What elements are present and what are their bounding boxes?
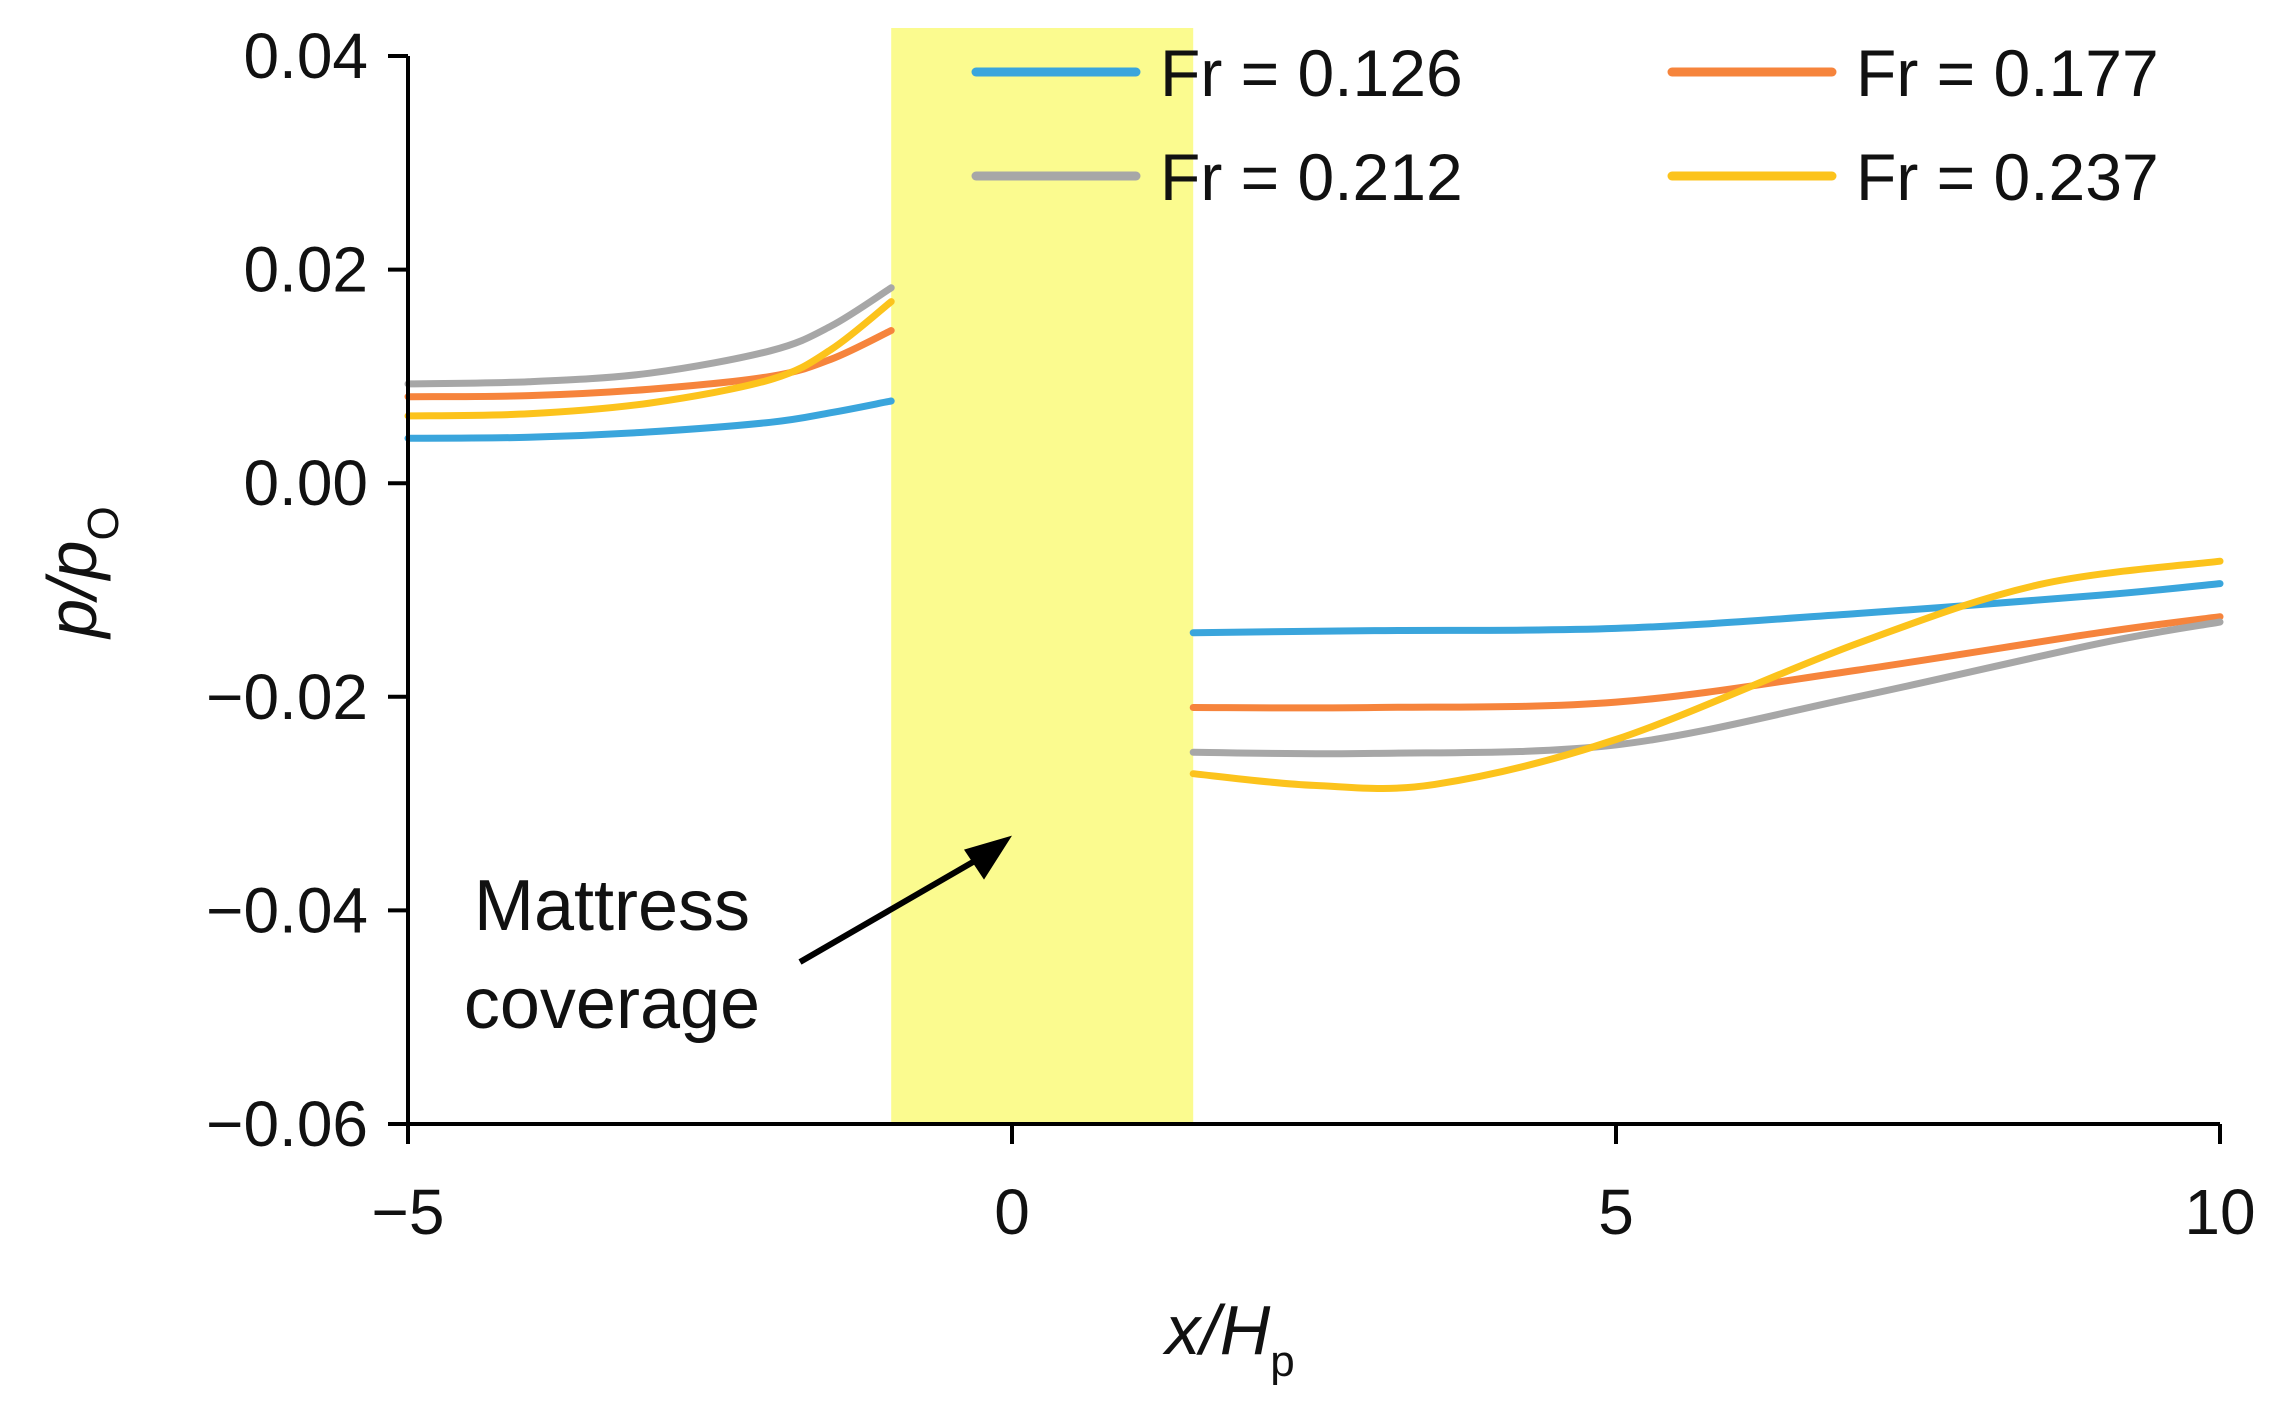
highlight-region-layer bbox=[891, 28, 1194, 1124]
series-line-4-upstream bbox=[404, 298, 895, 420]
series-line-2-downstream bbox=[1189, 613, 2224, 712]
x-tick-label: 5 bbox=[1598, 1176, 1634, 1248]
axis-titles: x/Hp p/pO bbox=[33, 506, 1295, 1386]
y-tick-label: 0.02 bbox=[243, 234, 368, 306]
legend-label-1: Fr = 0.126 bbox=[1160, 36, 1463, 110]
y-tick-label: 0.04 bbox=[243, 20, 368, 92]
series-layer bbox=[404, 284, 2224, 793]
y-tick-label: −0.06 bbox=[206, 1088, 368, 1160]
axes-layer: 0.04 0.02 0.00 −0.02 −0.04 −0.06−5 0 5 10 bbox=[206, 20, 2256, 1248]
legend-label-4: Fr = 0.237 bbox=[1856, 140, 2159, 214]
y-tick-label: −0.02 bbox=[206, 661, 368, 733]
legend: Fr = 0.126 Fr = 0.177 Fr = 0.212 Fr = 0.237 bbox=[971, 36, 2159, 214]
x-tick-label: −5 bbox=[372, 1176, 445, 1248]
y-tick-label: 0.00 bbox=[243, 447, 368, 519]
mattress-coverage-region bbox=[891, 28, 1194, 1124]
series-line-1-downstream bbox=[1189, 580, 2224, 637]
series-line-4-downstream bbox=[1189, 557, 2224, 793]
y-tick-label: −0.04 bbox=[206, 874, 368, 946]
legend-label-2: Fr = 0.177 bbox=[1856, 36, 2159, 110]
annotation-layer: Mattress coverage bbox=[464, 835, 1012, 1044]
x-tick-label: 0 bbox=[994, 1176, 1030, 1248]
x-axis-title: x/Hp bbox=[1162, 1291, 1294, 1386]
legend-label-3: Fr = 0.212 bbox=[1160, 140, 1463, 214]
annotation-arrow-head bbox=[964, 835, 1012, 880]
series-line-3-downstream bbox=[1189, 618, 2224, 758]
annotation-arrow-shaft bbox=[798, 853, 986, 965]
y-axis-title: p/pO bbox=[33, 506, 128, 640]
series-line-1-upstream bbox=[404, 397, 895, 442]
annotation-line-1: Mattress bbox=[474, 866, 750, 946]
annotation-line-2: coverage bbox=[464, 964, 760, 1044]
series-line-2-upstream bbox=[404, 327, 895, 401]
series-line-3-upstream bbox=[404, 284, 895, 388]
x-tick-label: 10 bbox=[2184, 1176, 2255, 1248]
